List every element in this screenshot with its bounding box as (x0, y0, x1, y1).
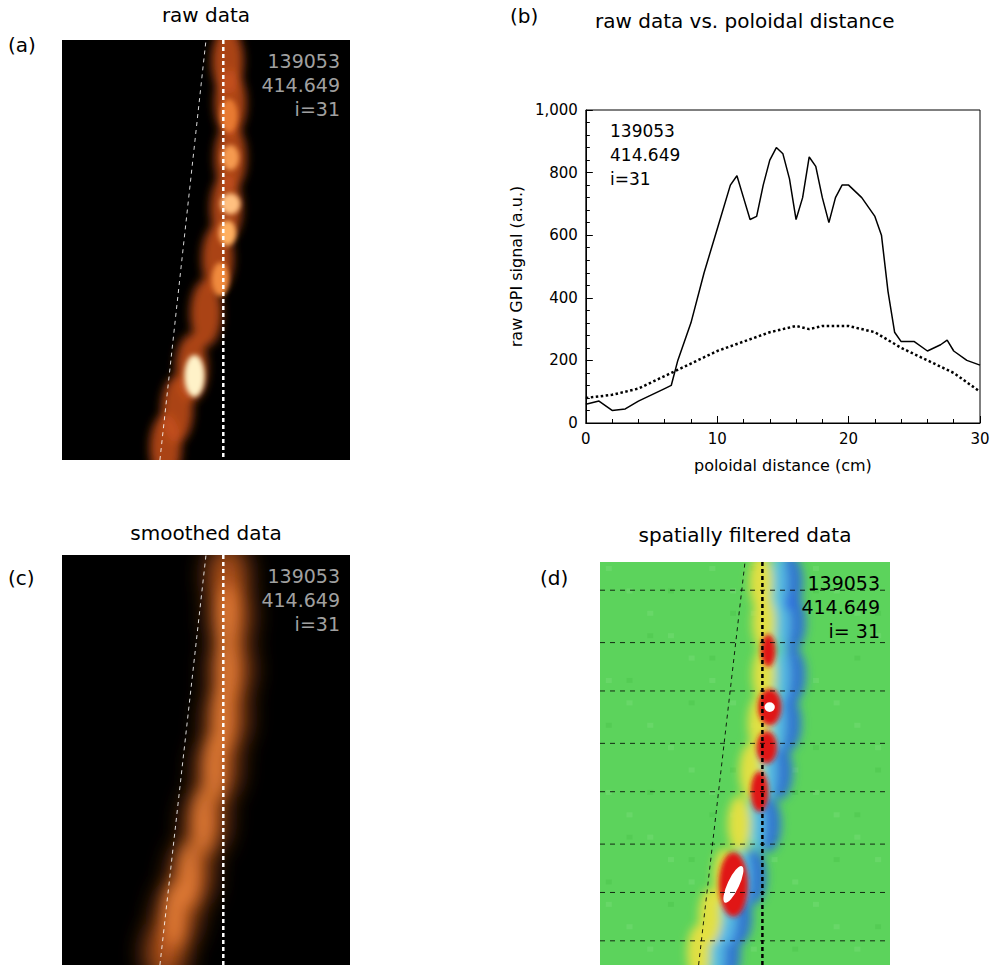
svg-text:600: 600 (549, 226, 578, 244)
svg-text:0: 0 (568, 414, 578, 432)
svg-text:139053: 139053 (807, 572, 880, 594)
svg-text:raw data vs. poloidal distance: raw data vs. poloidal distance (595, 9, 894, 33)
svg-text:(c): (c) (8, 566, 35, 590)
svg-text:raw GPI signal (a.u.): raw GPI signal (a.u.) (507, 186, 526, 347)
svg-text:spatially filtered data: spatially filtered data (639, 523, 852, 547)
svg-text:414.649: 414.649 (261, 589, 340, 611)
svg-text:10: 10 (708, 430, 727, 448)
svg-text:(d): (d) (540, 566, 568, 590)
svg-text:raw data: raw data (162, 3, 250, 27)
svg-text:i=31: i=31 (295, 98, 340, 120)
svg-text:800: 800 (549, 164, 578, 182)
svg-text:20: 20 (839, 430, 858, 448)
svg-text:0: 0 (581, 430, 591, 448)
svg-text:1,000: 1,000 (535, 101, 578, 119)
svg-text:poloidal distance (cm): poloidal distance (cm) (694, 456, 872, 475)
svg-text:smoothed data: smoothed data (130, 521, 281, 545)
svg-text:(a): (a) (8, 33, 36, 57)
svg-text:i= 31: i= 31 (829, 620, 880, 642)
svg-text:30: 30 (970, 430, 989, 448)
svg-text:139053: 139053 (610, 121, 675, 141)
svg-text:200: 200 (549, 351, 578, 369)
svg-text:414.649: 414.649 (261, 74, 340, 96)
svg-text:139053: 139053 (267, 50, 340, 72)
svg-text:(b): (b) (510, 4, 538, 28)
svg-text:i=31: i=31 (295, 613, 340, 635)
svg-text:414.649: 414.649 (801, 596, 880, 618)
svg-text:414.649: 414.649 (610, 145, 680, 165)
svg-text:i=31: i=31 (610, 169, 651, 189)
svg-text:139053: 139053 (267, 565, 340, 587)
svg-text:400: 400 (549, 289, 578, 307)
